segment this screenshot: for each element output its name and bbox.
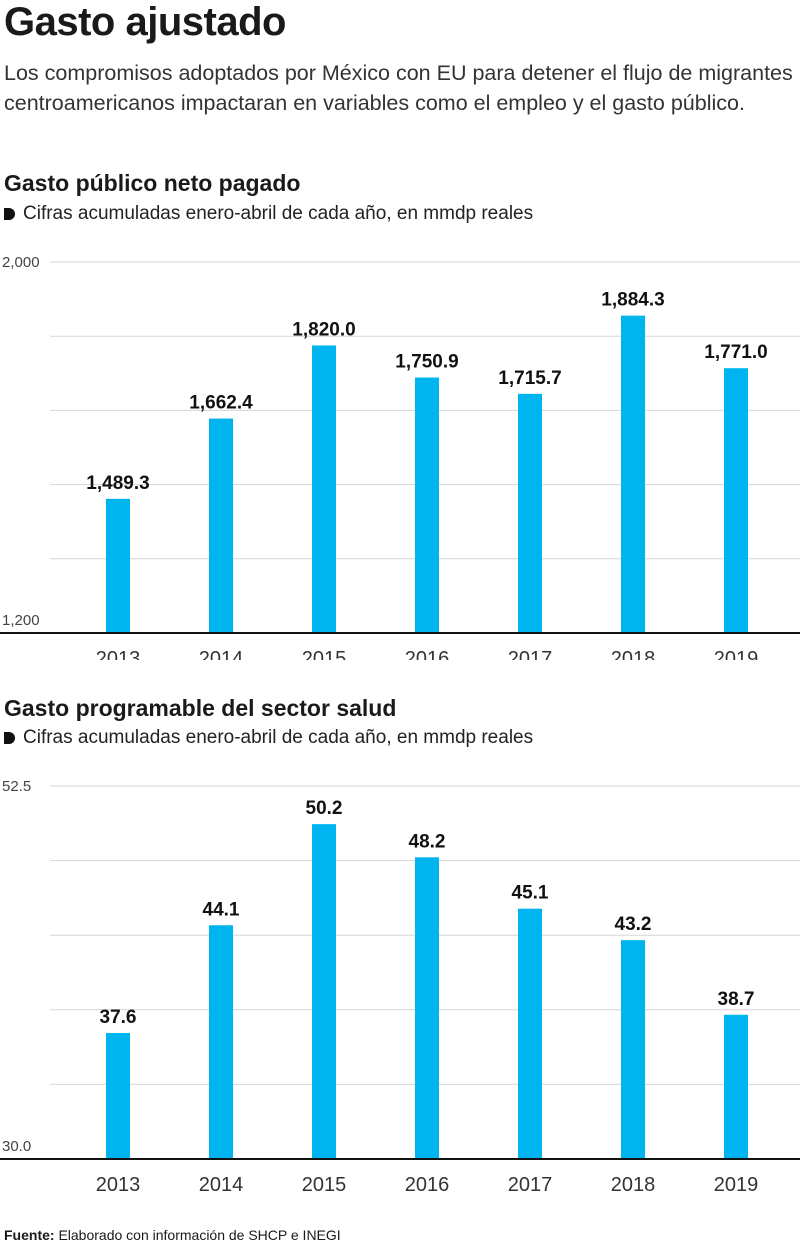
bar [621, 940, 645, 1159]
x-tick-label: 2013 [96, 1174, 141, 1196]
x-tick-label: 2016 [405, 1174, 450, 1196]
data-label: 1,662.4 [189, 393, 253, 414]
y-tick-label: 2,000 [2, 254, 40, 271]
data-label: 37.6 [100, 1007, 137, 1028]
bar [621, 315, 645, 633]
x-tick-label: 2015 [302, 1174, 347, 1196]
data-label: 1,715.7 [498, 368, 561, 389]
data-label: 50.2 [306, 798, 343, 819]
bullet-icon [4, 732, 15, 744]
chart2-subtitle-text: Cifras acumuladas enero-abril de cada añ… [23, 727, 534, 748]
source-note: Fuente: Elaborado con información de SHC… [4, 1227, 341, 1243]
x-tick-label: 2015 [302, 648, 347, 660]
bar [724, 1014, 748, 1159]
x-tick-label: 2016 [405, 648, 450, 660]
x-tick-label: 2013 [96, 648, 141, 660]
bar [518, 908, 542, 1159]
chart1-subtitle: Cifras acumuladas enero-abril de cada añ… [4, 203, 533, 225]
data-label: 1,771.0 [704, 342, 767, 363]
y-tick-label: 52.5 [2, 778, 31, 795]
data-label: 48.2 [409, 831, 446, 852]
chart2-title: Gasto programable del sector salud [4, 695, 397, 721]
data-label: 1,820.0 [292, 319, 355, 340]
data-label: 1,750.9 [395, 352, 458, 373]
x-tick-label: 2018 [611, 648, 656, 660]
data-label: 1,884.3 [601, 290, 664, 311]
y-tick-label: 1,200 [2, 612, 40, 629]
source-text: Elaborado con información de SHCP e INEG… [54, 1227, 341, 1243]
bar [312, 824, 336, 1159]
x-tick-label: 2017 [508, 1174, 553, 1196]
bar [415, 857, 439, 1159]
bar [209, 925, 233, 1159]
x-tick-label: 2014 [199, 648, 244, 660]
source-label: Fuente: [4, 1227, 55, 1243]
data-label: 38.7 [718, 989, 755, 1010]
intro-text: Los compromisos adoptados por México con… [4, 61, 793, 115]
data-label: 45.1 [512, 883, 549, 904]
y-tick-label: 30.0 [2, 1138, 31, 1155]
chart2-svg: 52.5 30.0 37.6 2013 44.1 2014 50.2 2015 48.2 2016… [0, 778, 800, 1196]
bar [106, 1033, 130, 1159]
x-tick-label: 2019 [714, 1174, 759, 1196]
x-tick-label: 2018 [611, 1174, 656, 1196]
data-label: 43.2 [615, 914, 652, 935]
bar [415, 377, 439, 633]
x-tick-label: 2014 [199, 1174, 244, 1196]
x-tick-label: 2017 [508, 648, 553, 660]
bar [312, 345, 336, 633]
bar [518, 393, 542, 633]
bar [209, 418, 233, 633]
bullet-icon [4, 208, 15, 220]
page-title: Gasto ajustado [4, 0, 286, 44]
data-label: 44.1 [203, 899, 240, 920]
data-label: 1,489.3 [86, 473, 149, 494]
chart2-subtitle: Cifras acumuladas enero-abril de cada añ… [4, 727, 533, 749]
bar [724, 368, 748, 633]
chart1-svg: 2,000 1,200 1,489.3 2013 1,662.4 2014 1,820.0 2… [0, 254, 800, 660]
bar [106, 498, 130, 633]
x-tick-label: 2019 [714, 648, 759, 660]
chart1-subtitle-text: Cifras acumuladas enero-abril de cada añ… [23, 203, 534, 224]
chart1-title: Gasto público neto pagado [4, 170, 301, 196]
